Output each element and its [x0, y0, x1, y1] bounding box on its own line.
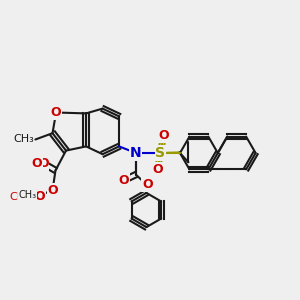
Text: O: O	[152, 163, 163, 176]
Text: O: O	[34, 190, 45, 203]
Text: N: N	[130, 146, 142, 160]
Text: O: O	[118, 173, 129, 187]
Text: S: S	[155, 146, 166, 160]
Text: O: O	[32, 157, 42, 170]
Text: CH₃: CH₃	[13, 134, 34, 145]
Text: O: O	[38, 157, 49, 170]
Text: CH₃: CH₃	[10, 191, 30, 202]
Text: O: O	[142, 178, 153, 191]
Text: CH₃: CH₃	[19, 190, 37, 200]
Text: O: O	[158, 129, 169, 142]
Text: O: O	[47, 184, 58, 197]
Text: O: O	[51, 106, 62, 119]
Text: O: O	[47, 184, 58, 197]
